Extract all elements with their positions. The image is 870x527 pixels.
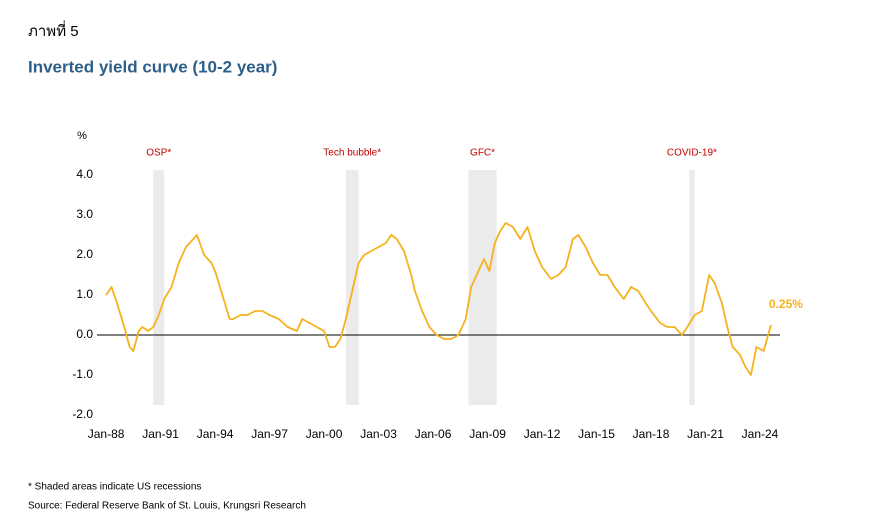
y-tick-label: -2.0	[72, 407, 93, 421]
x-tick-label: Jan-94	[197, 427, 234, 441]
chart-title: Inverted yield curve (10-2 year)	[28, 57, 277, 76]
y-axis-label: %	[77, 130, 87, 142]
x-tick-label: Jan-15	[578, 427, 615, 441]
y-tick-label: 0.0	[76, 327, 93, 341]
x-tick-label: Jan-00	[306, 427, 343, 441]
y-tick-label: 1.0	[76, 287, 93, 301]
recession-label: Tech bubble*	[323, 148, 381, 159]
recession-label: COVID-19*	[667, 148, 717, 159]
recession-band	[468, 170, 497, 405]
recession-band	[689, 170, 695, 405]
y-tick-label: -1.0	[72, 367, 93, 381]
y-tick-label: 4.0	[76, 167, 93, 181]
x-tick-label: Jan-18	[633, 427, 670, 441]
y-tick-label: 2.0	[76, 247, 93, 261]
x-tick-label: Jan-09	[469, 427, 506, 441]
x-tick-label: Jan-12	[524, 427, 561, 441]
recession-label: OSP*	[146, 148, 171, 159]
x-tick-label: Jan-88	[88, 427, 125, 441]
x-tick-label: Jan-03	[360, 427, 397, 441]
x-tick-label: Jan-24	[742, 427, 779, 441]
value-label: 0.25%	[769, 297, 803, 311]
x-tick-label: Jan-97	[251, 427, 288, 441]
header: ภาพที่ 5	[28, 20, 79, 40]
series-line	[105, 222, 772, 376]
recession-label: GFC*	[470, 148, 495, 159]
footnote: Source: Federal Reserve Bank of St. Loui…	[28, 501, 306, 512]
x-tick-label: Jan-91	[142, 427, 179, 441]
x-tick-label: Jan-21	[687, 427, 724, 441]
x-tick-label: Jan-06	[415, 427, 452, 441]
footnote: * Shaded areas indicate US recessions	[28, 482, 201, 493]
recession-band	[153, 170, 165, 405]
y-tick-label: 3.0	[76, 207, 93, 221]
